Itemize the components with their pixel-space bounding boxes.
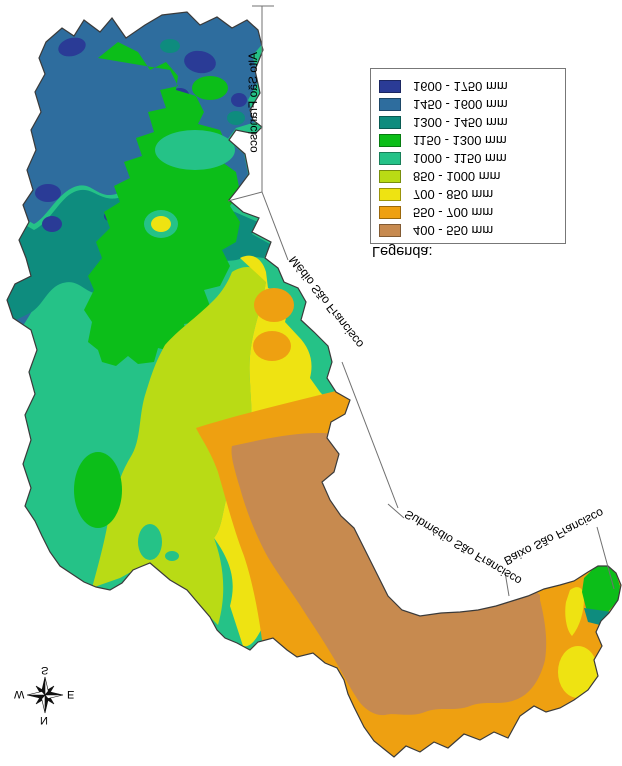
region-green-blob: [74, 452, 122, 528]
region-orange-patch: [253, 331, 291, 361]
leader-line-baixo: [596, 526, 615, 590]
legend-label: 1150 - 1300 mm: [413, 132, 507, 148]
region-orange-patch: [254, 288, 294, 322]
region-navy-patch: [231, 93, 247, 107]
leader-tick-submedio: [387, 503, 405, 519]
region-yellow-tip-blob: [558, 646, 598, 698]
legend-label: 550 - 700 mm: [413, 204, 494, 220]
leader-line-medio-a: [261, 191, 289, 261]
compass-point-right-white: [44, 694, 64, 699]
legend-row: 1450 - 1600 mm: [379, 95, 565, 113]
legend-box: 1600 - 1750 mm 1450 - 1600 mm 1300 - 145…: [370, 68, 566, 244]
compass-point-left-white: [26, 691, 46, 696]
legend-row: 1600 - 1750 mm: [379, 77, 565, 95]
leader-tick-baixo: [504, 571, 510, 597]
legend-title: Legenda:: [372, 243, 432, 259]
legend-label: 1000 - 1150 mm: [413, 150, 507, 166]
region-yellow-green: [92, 267, 266, 625]
compass-rose: [26, 676, 64, 714]
legend-swatch-850-1000: [379, 169, 401, 183]
legend-row: 1000 - 1150 mm: [379, 149, 565, 167]
leader-lines: [227, 5, 615, 597]
region-yellow-tip-sliver: [565, 587, 584, 636]
region-green-tip: [582, 566, 620, 616]
compass-letter-west: W: [14, 688, 25, 700]
basin-outline: [6, 11, 622, 758]
compass-point-right-black: [44, 691, 64, 696]
legend-label: 1450 - 1600 mm: [413, 96, 508, 112]
leader-branch-map: [227, 191, 263, 202]
label-alto-sao-francisco: Alto São Francisco: [246, 52, 260, 153]
legend-swatch-1000-1150: [379, 151, 401, 165]
region-yellow-spot: [151, 216, 171, 232]
compass-letter-east: E: [67, 688, 75, 700]
compass-point-left-black: [26, 694, 46, 699]
legend-row: 550 - 700 mm: [379, 203, 565, 221]
legend-row: 700 - 850 mm: [379, 185, 565, 203]
region-teal-spot: [160, 39, 180, 53]
region-emerald-pocket: [155, 130, 235, 170]
legend-swatch-1450-1600: [379, 97, 401, 111]
legend-row: 400 - 550 mm: [379, 221, 565, 239]
legend-label: 850 - 1000 mm: [413, 168, 501, 184]
legend-swatch-400-550: [379, 223, 401, 237]
region-navy-patch: [58, 37, 86, 57]
legend-title-text: Legenda:: [372, 243, 433, 259]
compass-letter-north: N: [40, 714, 48, 726]
region-emerald-blob: [138, 524, 162, 560]
legend-label: 400 - 550 mm: [413, 222, 494, 238]
legend-row: 850 - 1000 mm: [379, 167, 565, 185]
legend-swatch-1150-1300: [379, 133, 401, 147]
region-navy-patch: [184, 50, 216, 74]
legend-swatch-1600-1750: [379, 79, 401, 93]
compass-letter-south: S: [41, 664, 49, 676]
region-emerald-dot: [165, 551, 179, 561]
legend-label: 700 - 850 mm: [413, 186, 494, 202]
region-green: [84, 42, 240, 366]
region-navy-patch: [42, 216, 62, 232]
region-teal-spot: [227, 111, 245, 125]
legend-label: 1600 - 1750 mm: [413, 78, 508, 94]
region-green-patch: [192, 76, 228, 100]
legend-swatch-550-700: [379, 205, 401, 219]
legend-row: 1150 - 1300 mm: [379, 131, 565, 149]
region-navy-patch: [35, 184, 61, 202]
leader-line-medio-b: [341, 361, 399, 509]
legend-label: 1300 - 1450 mm: [413, 114, 508, 130]
legend-swatch-700-850: [379, 187, 401, 201]
legend-swatch-1300-1450: [379, 115, 401, 129]
legend-row: 1300 - 1450 mm: [379, 113, 565, 131]
